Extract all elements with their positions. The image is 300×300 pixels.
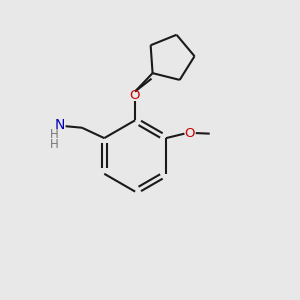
Text: H: H	[50, 138, 59, 151]
Text: N: N	[55, 118, 65, 132]
Text: O: O	[129, 89, 140, 102]
Text: O: O	[184, 127, 195, 140]
Text: H: H	[50, 128, 59, 141]
